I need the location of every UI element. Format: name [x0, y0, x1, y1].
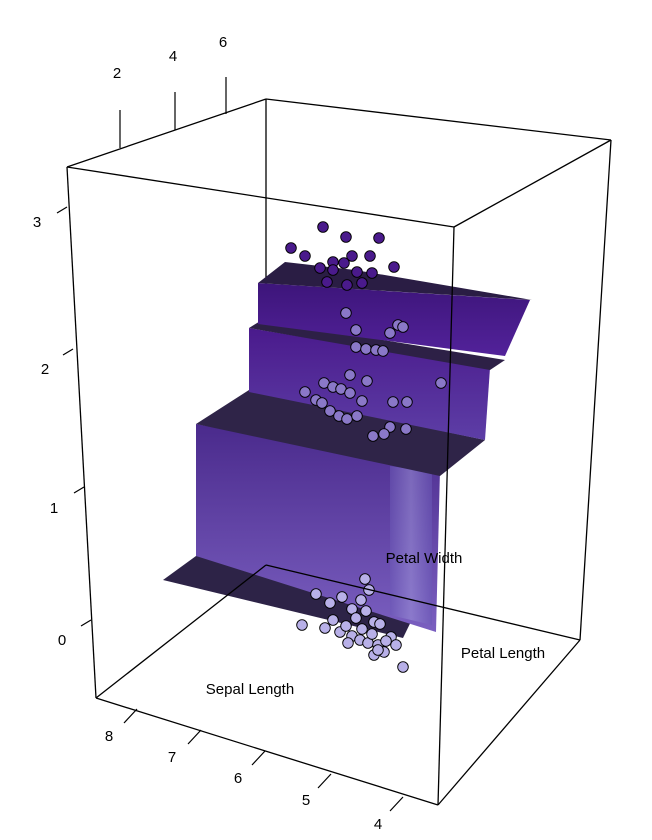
data-point [344, 387, 356, 399]
data-point [299, 386, 311, 398]
data-point [344, 369, 356, 381]
x-tick-label: 5 [302, 792, 310, 809]
data-point [377, 345, 389, 357]
x-axis-label: Sepal Length [206, 681, 294, 698]
data-point [400, 423, 412, 435]
z-tick-label: 2 [41, 361, 49, 378]
z-tick-label: 3 [33, 214, 41, 231]
data-point [314, 262, 326, 274]
data-point [360, 605, 372, 617]
data-point [316, 397, 328, 409]
x-tick [389, 796, 404, 812]
data-point [397, 661, 409, 673]
data-point [373, 232, 385, 244]
data-point [341, 413, 353, 425]
z-axis [56, 206, 92, 627]
data-point [351, 266, 363, 278]
x-tick-label: 7 [168, 749, 176, 766]
surface-riser-3 [258, 283, 530, 356]
data-point [356, 277, 368, 289]
z-tick [80, 619, 92, 627]
surface-riser-1-ridge [390, 466, 432, 625]
data-point [384, 327, 396, 339]
data-point [435, 377, 447, 389]
data-point [340, 620, 352, 632]
data-point [317, 221, 329, 233]
data-point [367, 430, 379, 442]
data-point [341, 279, 353, 291]
data-point [285, 242, 297, 254]
data-point [350, 341, 362, 353]
data-point [401, 396, 413, 408]
data-point [350, 612, 362, 624]
data-point [361, 375, 373, 387]
data-point [397, 321, 409, 333]
data-point [299, 250, 311, 262]
box-front-edges [66, 139, 612, 806]
data-point [366, 267, 378, 279]
z-tick [56, 206, 68, 214]
x-tick [123, 708, 138, 724]
data-point [327, 614, 339, 626]
data-point [366, 628, 378, 640]
data-point [338, 257, 350, 269]
data-point [359, 573, 371, 585]
z-tick [73, 486, 85, 494]
data-point [346, 250, 358, 262]
y-axis-label: Petal Length [461, 645, 545, 662]
x-tick-label: 8 [105, 728, 113, 745]
data-point [372, 644, 384, 656]
data-point [364, 250, 376, 262]
z-tick-label: 0 [58, 632, 66, 649]
x-tick [251, 750, 266, 766]
data-point [351, 410, 363, 422]
data-point [324, 597, 336, 609]
data-point [340, 231, 352, 243]
data-point [342, 637, 354, 649]
data-point [350, 324, 362, 336]
data-point [336, 591, 348, 603]
surface-riser-1 [196, 424, 440, 632]
data-point [380, 635, 392, 647]
scatter-points [285, 221, 447, 673]
data-point [388, 261, 400, 273]
y-tick-label: 2 [113, 65, 121, 82]
data-point [310, 588, 322, 600]
y-tick-label: 4 [169, 48, 177, 65]
y-tick-label: 6 [219, 34, 227, 51]
x-tick-label: 6 [234, 770, 242, 787]
data-point [324, 405, 336, 417]
data-point [296, 619, 308, 631]
data-point [378, 428, 390, 440]
z-tick-label: 1 [50, 500, 58, 517]
data-point [327, 264, 339, 276]
x-tick [317, 773, 332, 789]
data-point [319, 622, 331, 634]
z-tick [62, 348, 74, 356]
data-point [390, 639, 402, 651]
y-axis [119, 77, 227, 148]
data-point [340, 307, 352, 319]
data-point [387, 396, 399, 408]
x-tick [187, 729, 202, 745]
data-point [360, 343, 372, 355]
data-point [321, 276, 333, 288]
data-point [356, 623, 368, 635]
x-axis [123, 708, 404, 812]
surface-level-4-top [258, 262, 532, 300]
surface-level-2-top [196, 390, 485, 476]
data-point [355, 594, 367, 606]
data-point [374, 618, 386, 630]
data-point [356, 395, 368, 407]
x-tick-label: 4 [374, 816, 382, 833]
z-axis-label: Petal Width [386, 550, 463, 567]
